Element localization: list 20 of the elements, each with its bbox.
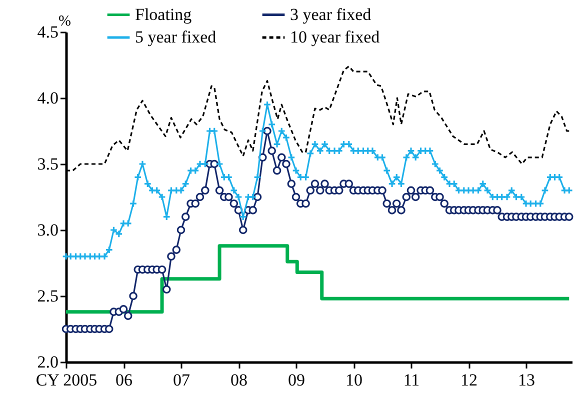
x-tick-label: 06	[116, 370, 132, 390]
x-tick-label: 13	[518, 370, 535, 390]
x-tick-label: 10	[346, 370, 362, 390]
x-tick-label: 11	[403, 370, 420, 390]
legend-label: 10 year fixed	[290, 28, 380, 46]
x-tick-label: CY 2005	[36, 370, 98, 390]
legend-label: 5 year fixed	[135, 28, 217, 46]
y-tick-label: 3.0	[37, 220, 58, 240]
legend-label: 3 year fixed	[290, 4, 372, 24]
x-tick-label: 12	[460, 370, 478, 390]
y-tick-label: 2.0	[37, 352, 58, 372]
y-tick-label: 2.5	[37, 286, 58, 306]
y-tick-label: 3.5	[37, 154, 58, 174]
x-tick-label: 09	[288, 370, 305, 390]
legend-label: Floating	[135, 4, 192, 24]
x-tick-label: 08	[230, 370, 248, 390]
y-tick-label: 4.0	[37, 88, 58, 108]
y-axis-title: %	[58, 14, 71, 30]
y-tick-label: 4.5	[37, 22, 58, 42]
x-tick-label: 07	[173, 370, 190, 390]
